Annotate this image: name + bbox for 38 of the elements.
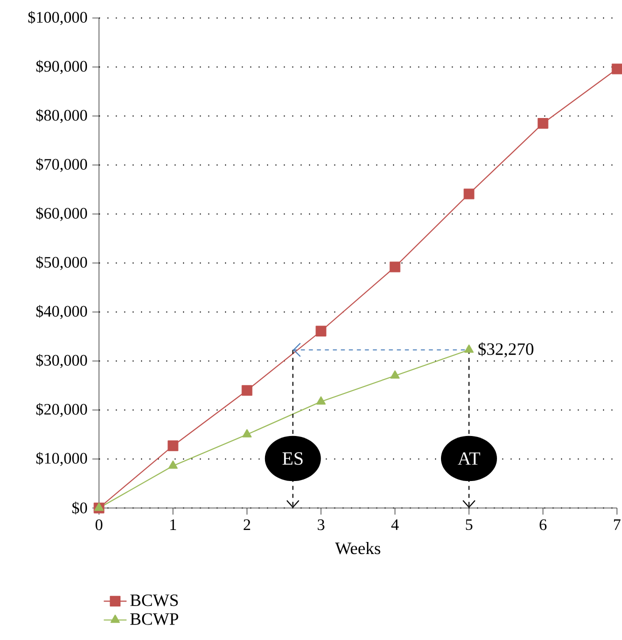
x-tick-label: 1 xyxy=(170,519,176,530)
point xyxy=(464,344,474,353)
y-tick-label: $40,000 xyxy=(36,304,87,320)
y-tick-label: $100,000 xyxy=(28,10,87,26)
ref-line-label: ES xyxy=(282,452,303,465)
x-tick-label: 2 xyxy=(244,519,250,530)
point xyxy=(612,64,622,74)
x-tick-label: 6 xyxy=(540,519,547,530)
legend-label: BCWS xyxy=(130,594,178,606)
point xyxy=(168,440,178,452)
ref-line-label: AT xyxy=(458,452,480,465)
y-tick-label: $0 xyxy=(72,502,87,514)
x-tick-label: 3 xyxy=(318,519,324,530)
point xyxy=(242,429,252,438)
x-tick-label: 5 xyxy=(466,519,472,530)
x-tick-label: 4 xyxy=(391,519,399,530)
point xyxy=(94,502,104,511)
y-tick-label: $80,000 xyxy=(36,108,87,124)
y-tick-label: $50,000 xyxy=(36,256,87,270)
y-tick-label: $70,000 xyxy=(36,158,87,172)
y-tick-label: $10,000 xyxy=(36,452,87,466)
point xyxy=(168,460,178,469)
x-axis-title: Weeks xyxy=(335,542,380,554)
point xyxy=(390,370,400,379)
point xyxy=(464,188,474,200)
x-tick-label: 7 xyxy=(614,519,621,530)
annotation: $32,270 xyxy=(478,342,534,358)
point xyxy=(316,326,326,336)
point xyxy=(538,118,548,129)
y-tick-label: $60,000 xyxy=(36,206,87,222)
point xyxy=(390,262,400,272)
point xyxy=(316,396,326,405)
y-tick-label: $20,000 xyxy=(36,402,87,418)
y-tick-label: $30,000 xyxy=(36,354,87,368)
point xyxy=(242,385,252,396)
legend-label: BCWP xyxy=(130,613,178,625)
y-tick-label: $90,000 xyxy=(36,60,87,74)
x-tick-label: 0 xyxy=(96,519,102,530)
